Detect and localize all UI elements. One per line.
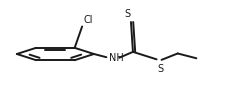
- Text: Cl: Cl: [83, 15, 93, 25]
- Text: S: S: [124, 9, 131, 19]
- Text: S: S: [157, 64, 164, 74]
- Text: NH: NH: [109, 53, 124, 63]
